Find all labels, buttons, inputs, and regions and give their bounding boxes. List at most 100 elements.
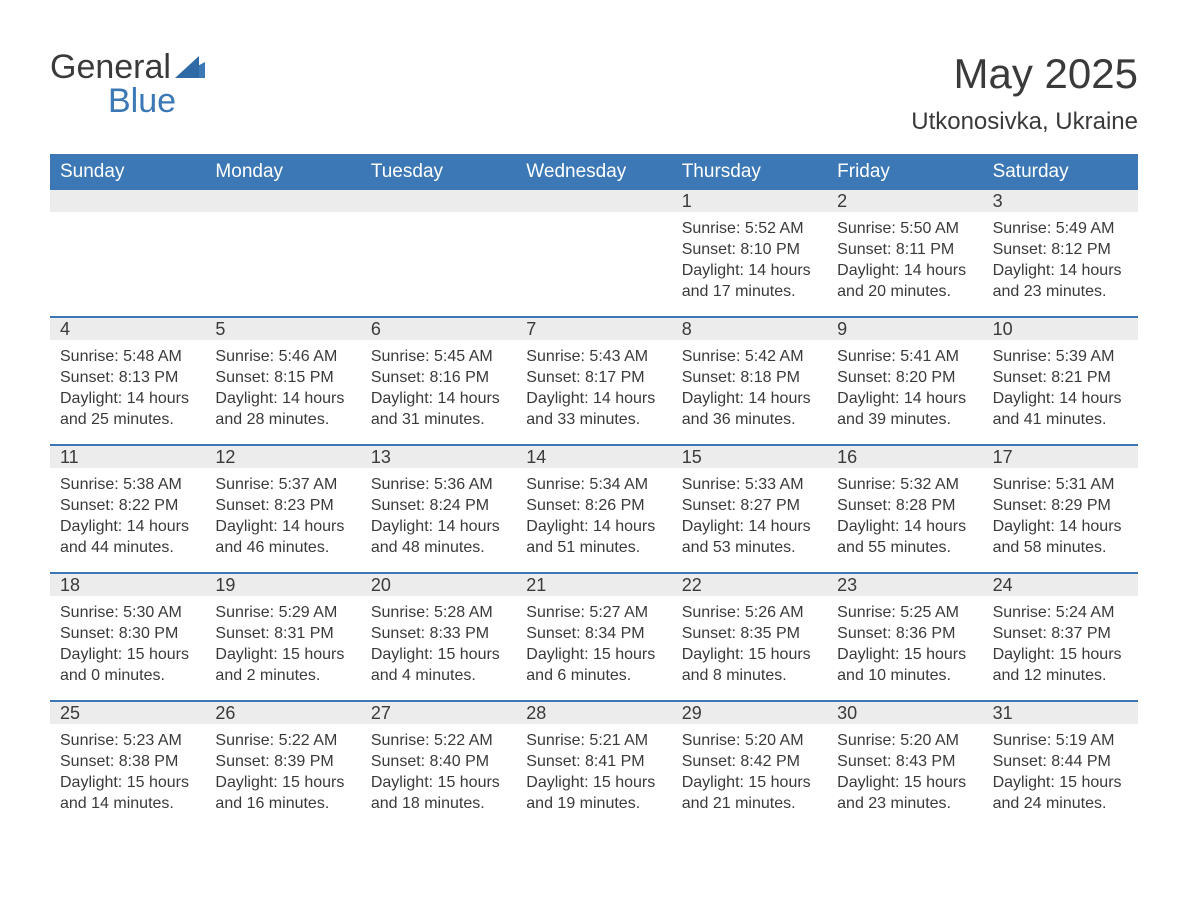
sunset-text: Sunset: 8:13 PM xyxy=(60,367,195,388)
brand-text: GeneralBlue xyxy=(50,50,205,118)
sunset-text: Sunset: 8:41 PM xyxy=(526,751,661,772)
calendar-cell: 11Sunrise: 5:38 AMSunset: 8:22 PMDayligh… xyxy=(50,446,205,572)
sunrise-text: Sunrise: 5:49 AM xyxy=(993,218,1128,239)
day-body: Sunrise: 5:41 AMSunset: 8:20 PMDaylight:… xyxy=(827,340,982,436)
sunrise-text: Sunrise: 5:28 AM xyxy=(371,602,506,623)
day-number-row: 31 xyxy=(983,702,1138,724)
day-number: 25 xyxy=(50,703,80,724)
day-body: Sunrise: 5:32 AMSunset: 8:28 PMDaylight:… xyxy=(827,468,982,564)
brand-mark-icon xyxy=(175,48,205,86)
sunrise-text: Sunrise: 5:25 AM xyxy=(837,602,972,623)
day-body: Sunrise: 5:37 AMSunset: 8:23 PMDaylight:… xyxy=(205,468,360,564)
sunrise-text: Sunrise: 5:23 AM xyxy=(60,730,195,751)
sunrise-text: Sunrise: 5:34 AM xyxy=(526,474,661,495)
daylight-text: Daylight: 15 hours and 2 minutes. xyxy=(215,644,350,686)
sunrise-text: Sunrise: 5:22 AM xyxy=(371,730,506,751)
sunset-text: Sunset: 8:33 PM xyxy=(371,623,506,644)
day-number-row: 21 xyxy=(516,574,671,596)
brand-word-1: General xyxy=(50,48,171,86)
sunset-text: Sunset: 8:18 PM xyxy=(682,367,817,388)
daylight-text: Daylight: 14 hours and 33 minutes. xyxy=(526,388,661,430)
calendar-cell: 7Sunrise: 5:43 AMSunset: 8:17 PMDaylight… xyxy=(516,318,671,444)
calendar-cell: 23Sunrise: 5:25 AMSunset: 8:36 PMDayligh… xyxy=(827,574,982,700)
sunset-text: Sunset: 8:38 PM xyxy=(60,751,195,772)
sunrise-text: Sunrise: 5:21 AM xyxy=(526,730,661,751)
sunrise-text: Sunrise: 5:19 AM xyxy=(993,730,1128,751)
day-number: 5 xyxy=(205,319,225,340)
daylight-text: Daylight: 15 hours and 4 minutes. xyxy=(371,644,506,686)
calendar-cell: 12Sunrise: 5:37 AMSunset: 8:23 PMDayligh… xyxy=(205,446,360,572)
daylight-text: Daylight: 14 hours and 36 minutes. xyxy=(682,388,817,430)
daylight-text: Daylight: 15 hours and 12 minutes. xyxy=(993,644,1128,686)
weekday-header: Friday xyxy=(827,154,982,190)
sunset-text: Sunset: 8:44 PM xyxy=(993,751,1128,772)
day-number: 26 xyxy=(205,703,235,724)
day-number: 7 xyxy=(516,319,536,340)
day-number: 17 xyxy=(983,447,1013,468)
calendar-cell: 9Sunrise: 5:41 AMSunset: 8:20 PMDaylight… xyxy=(827,318,982,444)
calendar-cell: 4Sunrise: 5:48 AMSunset: 8:13 PMDaylight… xyxy=(50,318,205,444)
day-body: Sunrise: 5:28 AMSunset: 8:33 PMDaylight:… xyxy=(361,596,516,692)
day-number-row xyxy=(50,190,205,212)
sunrise-text: Sunrise: 5:37 AM xyxy=(215,474,350,495)
day-number-row: 23 xyxy=(827,574,982,596)
day-number: 30 xyxy=(827,703,857,724)
day-number: 10 xyxy=(983,319,1013,340)
day-number-row: 9 xyxy=(827,318,982,340)
daylight-text: Daylight: 14 hours and 44 minutes. xyxy=(60,516,195,558)
day-number-row: 28 xyxy=(516,702,671,724)
daylight-text: Daylight: 15 hours and 14 minutes. xyxy=(60,772,195,814)
calendar-cell: 14Sunrise: 5:34 AMSunset: 8:26 PMDayligh… xyxy=(516,446,671,572)
day-body: Sunrise: 5:48 AMSunset: 8:13 PMDaylight:… xyxy=(50,340,205,436)
day-number-row: 8 xyxy=(672,318,827,340)
weekday-header: Thursday xyxy=(672,154,827,190)
daylight-text: Daylight: 15 hours and 8 minutes. xyxy=(682,644,817,686)
sunset-text: Sunset: 8:28 PM xyxy=(837,495,972,516)
sunset-text: Sunset: 8:37 PM xyxy=(993,623,1128,644)
day-number-row: 16 xyxy=(827,446,982,468)
day-number: 12 xyxy=(205,447,235,468)
day-number-row: 10 xyxy=(983,318,1138,340)
daylight-text: Daylight: 14 hours and 17 minutes. xyxy=(682,260,817,302)
day-number: 28 xyxy=(516,703,546,724)
daylight-text: Daylight: 15 hours and 0 minutes. xyxy=(60,644,195,686)
day-body: Sunrise: 5:25 AMSunset: 8:36 PMDaylight:… xyxy=(827,596,982,692)
calendar-cell: 25 Sunrise: 5:23 AMSunset: 8:38 PMDayligh… xyxy=(50,702,205,828)
sunrise-text: Sunrise: 5:26 AM xyxy=(682,602,817,623)
day-number-row: 29 xyxy=(672,702,827,724)
day-number-row: 13 xyxy=(361,446,516,468)
calendar-cell: 20Sunrise: 5:28 AMSunset: 8:33 PMDayligh… xyxy=(361,574,516,700)
day-body: Sunrise: 5:45 AMSunset: 8:16 PMDaylight:… xyxy=(361,340,516,436)
day-body: Sunrise: 5:22 AMSunset: 8:39 PMDaylight:… xyxy=(205,724,360,820)
day-body: Sunrise: 5:39 AMSunset: 8:21 PMDaylight:… xyxy=(983,340,1138,436)
sunrise-text: Sunrise: 5:46 AM xyxy=(215,346,350,367)
calendar-cell: 15Sunrise: 5:33 AMSunset: 8:27 PMDayligh… xyxy=(672,446,827,572)
sunset-text: Sunset: 8:16 PM xyxy=(371,367,506,388)
daylight-text: Daylight: 15 hours and 19 minutes. xyxy=(526,772,661,814)
calendar-cell: 26Sunrise: 5:22 AMSunset: 8:39 PMDayligh… xyxy=(205,702,360,828)
day-body: Sunrise: 5:38 AMSunset: 8:22 PMDaylight:… xyxy=(50,468,205,564)
weekday-header: Tuesday xyxy=(361,154,516,190)
daylight-text: Daylight: 14 hours and 48 minutes. xyxy=(371,516,506,558)
day-body: Sunrise: 5:34 AMSunset: 8:26 PMDaylight:… xyxy=(516,468,671,564)
sunrise-text: Sunrise: 5:29 AM xyxy=(215,602,350,623)
calendar-week: 1Sunrise: 5:52 AMSunset: 8:10 PMDaylight… xyxy=(50,190,1138,316)
day-number: 24 xyxy=(983,575,1013,596)
weekday-header-row: Sunday Monday Tuesday Wednesday Thursday… xyxy=(50,154,1138,190)
daylight-text: Daylight: 15 hours and 24 minutes. xyxy=(993,772,1128,814)
day-number: 29 xyxy=(672,703,702,724)
day-body: Sunrise: 5:42 AMSunset: 8:18 PMDaylight:… xyxy=(672,340,827,436)
daylight-text: Daylight: 14 hours and 25 minutes. xyxy=(60,388,195,430)
day-body: Sunrise: 5:19 AMSunset: 8:44 PMDaylight:… xyxy=(983,724,1138,820)
day-number: 13 xyxy=(361,447,391,468)
day-number: 15 xyxy=(672,447,702,468)
day-number-row: 3 xyxy=(983,190,1138,212)
calendar-cell: 27Sunrise: 5:22 AMSunset: 8:40 PMDayligh… xyxy=(361,702,516,828)
daylight-text: Daylight: 14 hours and 41 minutes. xyxy=(993,388,1128,430)
calendar-week: 25Sunrise: 5:23 AMSunset: 8:38 PMDayligh… xyxy=(50,700,1138,828)
day-body: Sunrise: 5:31 AMSunset: 8:29 PMDaylight:… xyxy=(983,468,1138,564)
day-number-row: 5 xyxy=(205,318,360,340)
day-body: Sunrise: 5:29 AMSunset: 8:31 PMDaylight:… xyxy=(205,596,360,692)
day-number-row: 4 xyxy=(50,318,205,340)
calendar-cell: 17Sunrise: 5:31 AMSunset: 8:29 PMDayligh… xyxy=(983,446,1138,572)
